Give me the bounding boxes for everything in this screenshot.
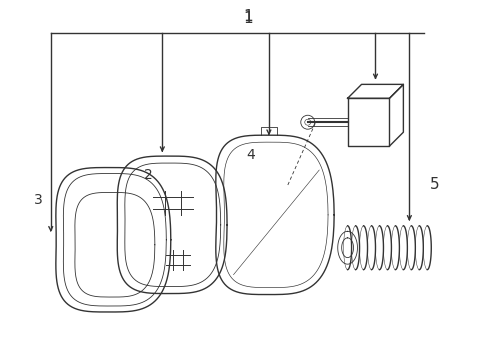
Text: 3: 3 bbox=[34, 193, 43, 207]
Text: 1: 1 bbox=[243, 11, 253, 26]
Text: 5: 5 bbox=[429, 177, 439, 193]
Text: 2: 2 bbox=[144, 168, 153, 182]
Text: 4: 4 bbox=[246, 148, 255, 162]
Text: 1: 1 bbox=[243, 9, 253, 24]
